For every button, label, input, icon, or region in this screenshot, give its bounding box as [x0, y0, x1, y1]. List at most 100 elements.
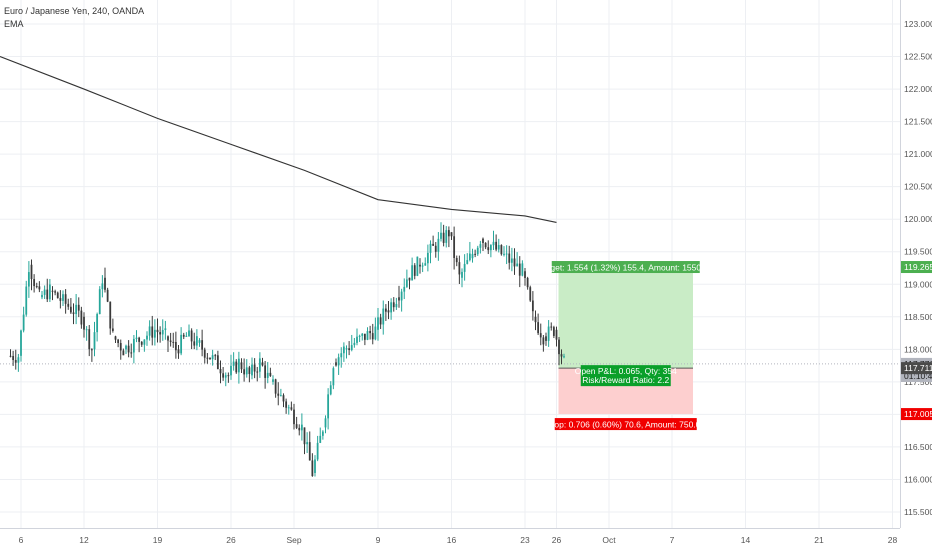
candle-bear	[177, 349, 180, 354]
candle-bull	[329, 385, 332, 395]
candle-bear	[119, 343, 122, 351]
candle-bear	[442, 232, 445, 243]
candle-bear	[513, 258, 516, 267]
candle-bull	[224, 375, 227, 378]
candle-bear	[495, 241, 498, 250]
candle-bear	[72, 312, 75, 315]
candle-bear	[303, 427, 306, 445]
candle-bull	[337, 357, 340, 366]
candle-bear	[524, 271, 526, 278]
candle-bear	[560, 354, 563, 357]
candle-bear	[308, 442, 311, 461]
candle-bull	[195, 336, 198, 346]
candle-bull	[266, 372, 269, 378]
y-tick-label: 122.500	[904, 52, 932, 62]
candle-bull	[468, 253, 471, 261]
candle-bear	[209, 357, 211, 360]
candle-bull	[230, 365, 232, 376]
candle-bear	[274, 379, 277, 394]
price-tag: 119.265	[901, 261, 932, 274]
candle-bull	[466, 260, 469, 264]
svg-text:Target: 1.554 (1.32%) 155.4, A: Target: 1.554 (1.32%) 155.4, Amount: 155…	[539, 263, 714, 273]
x-tick-label: 21	[814, 535, 824, 545]
candle-bear	[248, 367, 251, 374]
candle-bear	[408, 277, 411, 281]
stop-label: Stop: 0.706 (0.60%) 70.6, Amount: 750.08	[546, 418, 705, 431]
x-tick-label: 19	[153, 535, 163, 545]
candle-bear	[500, 245, 503, 255]
candle-bear	[293, 409, 295, 425]
candle-bear	[151, 326, 154, 338]
indicator-label[interactable]: EMA	[4, 19, 24, 29]
price-tag: 117.005	[901, 408, 932, 421]
candle-bull	[125, 345, 127, 350]
candle-bull	[316, 442, 319, 460]
candle-bear	[434, 245, 437, 252]
x-tick-label: 9	[376, 535, 381, 545]
y-tick-label: 120.500	[904, 182, 932, 192]
candle-bear	[30, 264, 33, 280]
candle-bull	[395, 303, 398, 308]
y-tick-label: 119.000	[904, 279, 932, 289]
candle-bull	[403, 286, 406, 292]
candle-bear	[90, 349, 93, 351]
candle-bull	[479, 244, 482, 248]
candle-bull	[510, 258, 513, 263]
x-tick-label: 12	[79, 535, 89, 545]
candle-bull	[489, 245, 492, 251]
candle-bull	[146, 335, 148, 340]
y-tick-label: 121.500	[904, 117, 932, 127]
candle-bull	[148, 326, 151, 336]
candle-bear	[285, 401, 288, 408]
candle-bull	[429, 243, 432, 253]
candle-bull	[20, 330, 22, 356]
candle-bear	[222, 373, 225, 378]
candle-bull	[96, 314, 99, 333]
candle-bear	[12, 355, 15, 361]
candle-bull	[48, 284, 51, 300]
candle-bull	[505, 253, 508, 255]
candle-bear	[455, 258, 458, 263]
candle-bull	[237, 358, 240, 373]
x-tick-label: 16	[447, 535, 457, 545]
candle-bull	[350, 345, 353, 351]
candle-bear	[35, 286, 38, 288]
candle-bear	[174, 342, 177, 351]
candle-bull	[463, 263, 466, 272]
candle-bull	[41, 294, 43, 298]
candle-bull	[416, 256, 419, 276]
candle-bull	[319, 435, 322, 443]
candle-bear	[277, 393, 280, 396]
candle-bull	[361, 333, 364, 336]
candle-bear	[484, 242, 487, 248]
candle-bull	[25, 286, 28, 315]
svg-text:117.711: 117.711	[904, 363, 932, 373]
candle-bear	[169, 340, 172, 342]
candle-bull	[563, 356, 565, 358]
x-tick-label: 7	[670, 535, 675, 545]
candle-bull	[258, 358, 261, 372]
svg-text:Open P&L: 0.065, Qty: 354: Open P&L: 0.065, Qty: 354	[575, 366, 677, 376]
candle-bear	[106, 289, 109, 302]
x-tick-label: 14	[741, 535, 751, 545]
candle-bull	[198, 340, 201, 343]
candle-bull	[405, 279, 408, 287]
candle-bear	[127, 345, 130, 353]
candle-bull	[211, 355, 214, 360]
candle-bull	[400, 291, 403, 301]
candle-bear	[264, 365, 267, 378]
x-tick-label: 6	[19, 535, 24, 545]
candle-bear	[69, 306, 72, 313]
candle-bear	[387, 310, 390, 313]
candle-bear	[348, 348, 351, 351]
candle-bear	[240, 362, 243, 370]
candle-bear	[253, 364, 256, 372]
candle-bear	[9, 355, 12, 357]
candle-bull	[98, 289, 101, 315]
candle-bear	[14, 360, 17, 363]
candle-bear	[64, 294, 67, 304]
candle-bear	[555, 329, 558, 340]
candle-bull	[85, 329, 88, 331]
